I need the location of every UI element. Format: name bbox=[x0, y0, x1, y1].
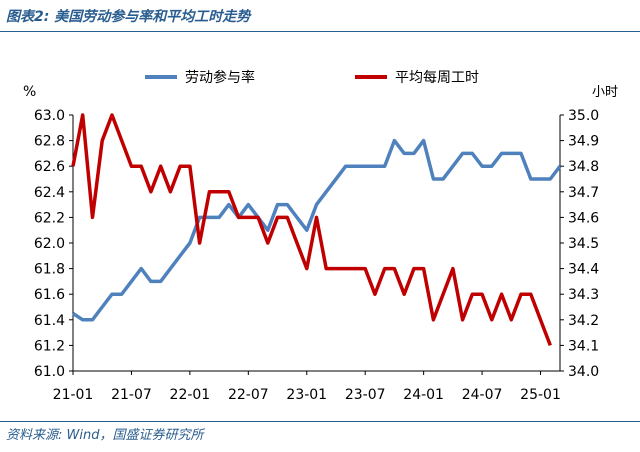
title-divider bbox=[0, 31, 640, 32]
left-tick-label: 61.4 bbox=[34, 313, 65, 329]
right-tick-label: 35.0 bbox=[568, 108, 599, 124]
left-tick-label: 62.4 bbox=[34, 185, 65, 201]
left-tick-label: 63.0 bbox=[34, 108, 65, 124]
left-axis-unit: % bbox=[23, 84, 36, 100]
right-tick-label: 34.5 bbox=[568, 236, 599, 252]
source-divider bbox=[0, 421, 640, 422]
source-note: 资料来源: Wind，国盛证券研究所 bbox=[6, 428, 204, 443]
x-tick-label: 24-01 bbox=[403, 387, 444, 403]
left-tick-label: 61.2 bbox=[34, 338, 65, 354]
x-tick-label: 22-01 bbox=[170, 387, 211, 403]
right-tick-label: 34.8 bbox=[568, 159, 599, 175]
right-tick-label: 34.2 bbox=[568, 313, 599, 329]
right-tick-label: 34.3 bbox=[568, 287, 599, 303]
x-tick-label: 22-07 bbox=[228, 387, 269, 403]
x-tick-label: 23-07 bbox=[345, 387, 386, 403]
legend-label-participation: 劳动参与率 bbox=[185, 69, 255, 86]
x-tick-label: 25-01 bbox=[520, 387, 561, 403]
right-tick-label: 34.9 bbox=[568, 134, 599, 150]
x-tick-label: 24-07 bbox=[462, 387, 503, 403]
figure-title: 图表2: 美国劳动参与率和平均工时走势 bbox=[6, 9, 251, 25]
left-tick-label: 61.6 bbox=[34, 287, 65, 303]
x-tick-label: 21-07 bbox=[111, 387, 152, 403]
left-tick-label: 62.6 bbox=[34, 159, 65, 175]
series-line-participation bbox=[72, 138, 562, 322]
right-tick-label: 34.6 bbox=[568, 210, 599, 226]
x-tick-label: 21-01 bbox=[53, 387, 94, 403]
right-tick-label: 34.0 bbox=[568, 364, 599, 380]
x-tick-label: 23-01 bbox=[286, 387, 327, 403]
left-tick-label: 62.8 bbox=[34, 134, 65, 150]
left-tick-label: 62.0 bbox=[34, 236, 65, 252]
line-chart: % 小时 61.0 61.2 61.4 61.6 61.8 62.0 62.2 62.4 62.… bbox=[23, 69, 618, 403]
right-axis-unit: 小时 bbox=[592, 85, 618, 100]
left-tick-label: 61.0 bbox=[34, 364, 65, 380]
left-tick-label: 61.8 bbox=[34, 262, 65, 278]
right-tick-label: 34.7 bbox=[568, 185, 599, 201]
left-tick-label: 62.2 bbox=[34, 210, 65, 226]
right-tick-label: 34.1 bbox=[568, 338, 599, 354]
right-tick-label: 34.4 bbox=[568, 262, 599, 278]
series-line-hours bbox=[71, 113, 552, 347]
legend-label-hours: 平均每周工时 bbox=[395, 70, 479, 86]
